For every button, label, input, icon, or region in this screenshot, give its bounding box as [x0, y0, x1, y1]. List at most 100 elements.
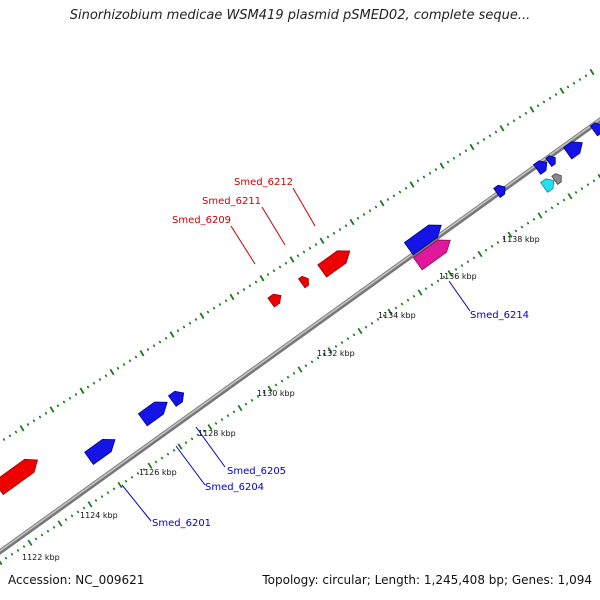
gene-arrow-smed-6201[interactable] [84, 434, 120, 465]
scale-label: 1136 kbp [439, 272, 477, 281]
minor-tick [356, 216, 360, 220]
minor-tick [130, 475, 134, 479]
minor-tick [22, 545, 26, 549]
minor-tick [212, 306, 216, 310]
gene-label-smed-6201[interactable]: Smed_6201 [152, 518, 211, 529]
major-tick [267, 385, 273, 392]
scale-label: 1130 kbp [257, 389, 295, 398]
gene-label-smed-6205[interactable]: Smed_6205 [227, 466, 286, 477]
minor-tick [332, 231, 336, 235]
minor-tick [92, 381, 96, 385]
minor-tick [70, 514, 74, 518]
scale-label: 1126 kbp [139, 468, 177, 477]
minor-tick [284, 261, 288, 265]
major-tick [169, 331, 175, 338]
gene-arrow-reverse[interactable] [563, 137, 587, 160]
minor-tick [236, 291, 240, 295]
minor-tick [544, 210, 548, 214]
minor-tick [38, 415, 42, 419]
minor-tick [322, 352, 326, 356]
leader-line [195, 426, 226, 468]
major-tick [507, 231, 513, 238]
outer-tick-track [2, 68, 595, 441]
minor-tick [424, 287, 428, 291]
minor-tick [428, 171, 432, 175]
major-tick [387, 308, 393, 315]
gene-arrow-smed-6211[interactable] [297, 274, 312, 289]
minor-tick [104, 374, 108, 378]
minor-tick [26, 423, 30, 426]
gene-label-smed-6214[interactable]: Smed_6214 [470, 310, 529, 321]
minor-tick [74, 393, 78, 396]
minor-tick [406, 298, 410, 302]
major-tick [27, 539, 33, 546]
major-tick [87, 501, 93, 508]
minor-tick [484, 248, 488, 252]
major-tick [379, 200, 385, 207]
gene-arrow-smed-6205[interactable] [167, 388, 188, 407]
minor-tick [392, 194, 396, 198]
minor-tick [542, 100, 546, 104]
minor-tick [160, 456, 164, 460]
gene-arrow-smed-6214[interactable] [412, 234, 454, 271]
minor-tick [466, 260, 470, 264]
minor-tick [232, 410, 236, 414]
minor-tick [218, 303, 222, 306]
gene-arrow-smed-6209[interactable] [267, 291, 284, 308]
gene-arrow-reverse[interactable] [533, 158, 551, 175]
minor-tick [68, 396, 72, 400]
minor-tick [586, 183, 590, 187]
minor-tick [122, 363, 126, 366]
gene-arrow-reverse[interactable] [493, 183, 509, 198]
minor-tick [536, 104, 540, 108]
minor-tick [506, 123, 510, 126]
minor-tick [364, 325, 368, 329]
minor-tick [566, 85, 570, 89]
minor-tick [94, 498, 98, 502]
major-tick [567, 193, 573, 200]
gene-arrow-smed-6204[interactable] [137, 396, 171, 427]
minor-tick [134, 355, 138, 359]
minor-tick [344, 224, 348, 228]
minor-tick [314, 243, 318, 246]
gene-arrow-reverse[interactable] [403, 219, 445, 256]
backbone-highlight [0, 118, 600, 552]
minor-tick [452, 156, 456, 160]
minor-tick [82, 506, 86, 510]
gene-label-smed-6212[interactable]: Smed_6212 [234, 177, 293, 188]
gene-arrow-reverse[interactable] [589, 120, 600, 137]
major-tick [597, 173, 600, 179]
minor-tick [562, 198, 566, 202]
minor-tick [124, 479, 128, 483]
gene-label-smed-6211[interactable]: Smed_6211 [202, 196, 261, 207]
major-tick [207, 424, 213, 431]
major-tick [49, 406, 55, 413]
gene-arrow-reverse[interactable] [545, 154, 558, 167]
accession-text: Accession: NC_009621 [8, 573, 145, 587]
minor-tick [262, 391, 266, 395]
minor-tick [184, 441, 188, 445]
minor-tick [164, 336, 168, 340]
gene-arrow-smed-6212[interactable] [317, 245, 354, 278]
major-tick [349, 218, 355, 226]
leader-line [230, 225, 256, 265]
gene-arrow-forward[interactable] [0, 453, 42, 496]
minor-tick [194, 318, 198, 321]
minor-tick [182, 325, 186, 329]
scale-label: 1138 kbp [502, 235, 540, 244]
minor-tick [518, 115, 522, 119]
major-tick [499, 125, 505, 132]
major-tick [117, 481, 123, 489]
backbone-line [0, 117, 600, 555]
minor-tick [416, 179, 420, 183]
gene-label-smed-6204[interactable]: Smed_6204 [205, 482, 264, 493]
gene-arrow-gray[interactable] [551, 172, 564, 185]
gene-label-smed-6209[interactable]: Smed_6209 [172, 215, 231, 226]
minor-tick [188, 321, 192, 325]
minor-tick [370, 321, 374, 325]
leader-line [261, 206, 286, 246]
minor-tick [376, 318, 380, 321]
gene-arrow-cyan[interactable] [540, 176, 558, 193]
minor-tick [494, 130, 498, 134]
